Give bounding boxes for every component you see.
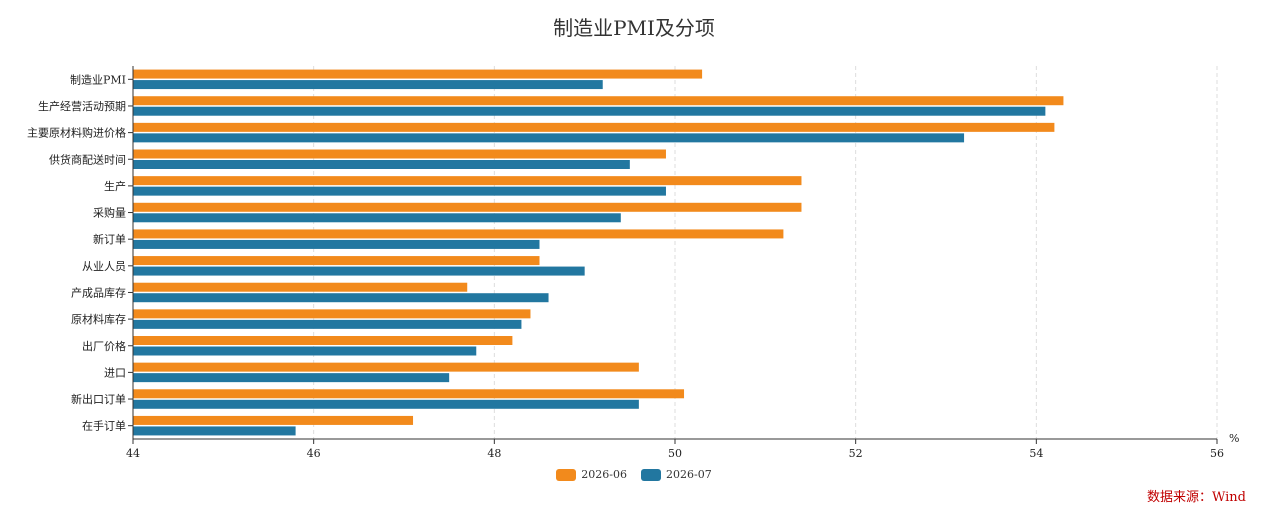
bar-series-1[interactable] bbox=[133, 266, 585, 276]
bar-series-0[interactable] bbox=[133, 389, 685, 399]
x-tick-label: 44 bbox=[126, 447, 140, 460]
category-label: 供货商配送时间 bbox=[49, 152, 126, 166]
bar-series-1[interactable] bbox=[133, 399, 639, 409]
bar-series-1[interactable] bbox=[133, 426, 296, 436]
bar-series-0[interactable] bbox=[133, 202, 802, 212]
category-label: 从业人员 bbox=[82, 260, 126, 273]
legend: 2026-06 2026-07 bbox=[0, 468, 1268, 481]
bar-series-1[interactable] bbox=[133, 293, 549, 303]
category-label: 原材料库存 bbox=[71, 312, 126, 326]
category-label: 新出口订单 bbox=[71, 392, 126, 406]
category-label: 产成品库存 bbox=[71, 285, 126, 299]
bar-series-0[interactable] bbox=[133, 336, 513, 345]
bar-series-0[interactable] bbox=[133, 415, 414, 425]
x-tick-label: 50 bbox=[668, 447, 682, 460]
x-tick-label: 46 bbox=[307, 447, 321, 460]
legend-item-series-0[interactable]: 2026-06 bbox=[556, 468, 627, 481]
x-tick-label: 54 bbox=[1029, 447, 1043, 460]
bar-series-0[interactable] bbox=[133, 282, 468, 292]
bar-series-1[interactable] bbox=[133, 346, 477, 356]
category-label: 主要原材料购进价格 bbox=[27, 126, 126, 140]
category-label: 新订单 bbox=[93, 232, 126, 246]
category-label: 出厂价格 bbox=[82, 339, 126, 353]
source-note: 数据来源：Wind bbox=[1147, 490, 1246, 505]
legend-swatch bbox=[556, 468, 577, 481]
x-tick-label: 56 bbox=[1210, 447, 1224, 460]
x-tick-label: 48 bbox=[487, 447, 501, 460]
bar-series-0[interactable] bbox=[133, 96, 1064, 106]
gridlines bbox=[313, 66, 1218, 439]
bar-series-0[interactable] bbox=[133, 256, 540, 266]
legend-label: 2026-06 bbox=[581, 468, 627, 481]
legend-item-series-1[interactable]: 2026-07 bbox=[641, 468, 712, 481]
x-axis-unit: % bbox=[1229, 432, 1239, 445]
bar-series-1[interactable] bbox=[133, 160, 630, 169]
legend-swatch bbox=[641, 468, 661, 481]
category-label: 制造业PMI bbox=[70, 72, 126, 86]
bar-series-1[interactable] bbox=[133, 80, 603, 90]
bar-series-1[interactable] bbox=[133, 319, 522, 329]
bar-series-0[interactable] bbox=[133, 362, 639, 372]
x-tick-label: 52 bbox=[849, 447, 863, 460]
bar-series-1[interactable] bbox=[133, 133, 965, 143]
bar-series-1[interactable] bbox=[133, 213, 621, 223]
category-label: 生产 bbox=[104, 179, 126, 193]
bar-series-0[interactable] bbox=[133, 149, 666, 159]
chart-title: 制造业PMI及分项 bbox=[553, 16, 715, 40]
bar-series-0[interactable] bbox=[133, 176, 802, 186]
bar-series-0[interactable] bbox=[133, 229, 784, 239]
category-label: 在手订单 bbox=[82, 419, 126, 433]
bars bbox=[133, 69, 1064, 436]
legend-label: 2026-07 bbox=[666, 468, 712, 481]
bar-series-0[interactable] bbox=[133, 122, 1055, 132]
bar-series-1[interactable] bbox=[133, 239, 540, 249]
bar-series-1[interactable] bbox=[133, 186, 666, 196]
category-label: 采购量 bbox=[93, 206, 126, 220]
bar-series-1[interactable] bbox=[133, 106, 1046, 116]
axes: 制造业PMI 生产经营活动预期主要原材料购进价格供货商配送时间生产采购量新订单从业… bbox=[27, 66, 1239, 460]
category-label: 进口 bbox=[104, 366, 126, 379]
bar-series-0[interactable] bbox=[133, 69, 703, 79]
category-label: 生产经营活动预期 bbox=[38, 99, 126, 113]
bar-series-0[interactable] bbox=[133, 309, 531, 319]
bar-series-1[interactable] bbox=[133, 373, 450, 383]
